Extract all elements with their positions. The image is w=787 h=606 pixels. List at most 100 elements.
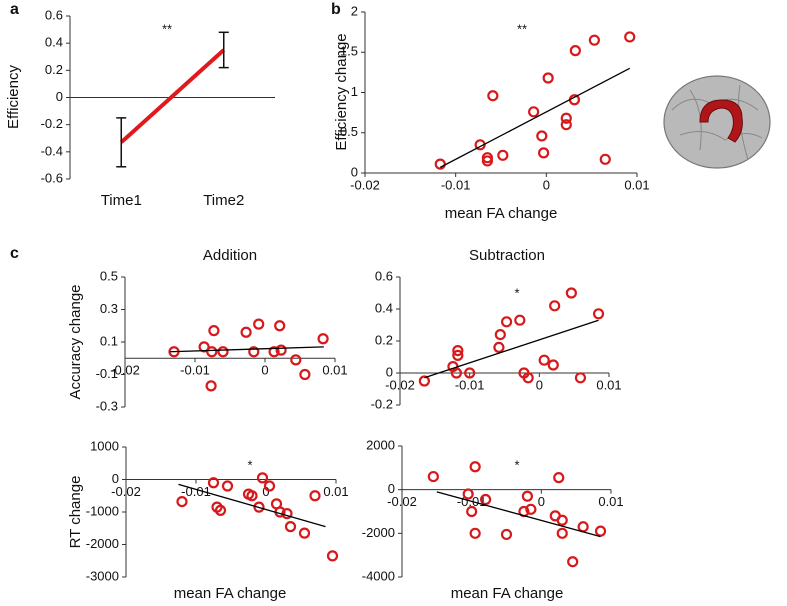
scatter-point — [525, 503, 537, 515]
x-tick-label: Time1 — [101, 192, 142, 209]
scatter-point — [299, 368, 311, 381]
scatter-point — [298, 527, 311, 539]
y-tick-label: 0.5 — [100, 268, 118, 283]
scatter-point — [253, 501, 265, 513]
annotation: ** — [517, 21, 527, 36]
fit-line — [178, 483, 326, 528]
scatter-point — [567, 556, 579, 568]
scatter-point — [624, 31, 636, 43]
scatter-point — [462, 488, 474, 500]
error-bar — [116, 117, 127, 168]
scatter-point — [469, 461, 481, 473]
scatter-point — [450, 367, 463, 379]
y-tick-label: -0.1 — [96, 366, 118, 381]
scatter-point — [487, 90, 499, 102]
y-tick-label: 0.6 — [375, 268, 393, 283]
scatter-point — [217, 346, 229, 358]
scatter-point — [206, 346, 218, 358]
y-tick-label: 0.5 — [340, 124, 358, 139]
y-tick-label: 1000 — [90, 438, 119, 453]
scatter-point — [514, 314, 526, 326]
scatter-point — [521, 490, 534, 502]
x-label: mean FA change — [174, 585, 287, 602]
x-tick-label: -0.01 — [180, 363, 210, 378]
scatter-point — [198, 341, 210, 353]
scatter-point — [253, 318, 265, 330]
scatter-point — [268, 346, 280, 358]
scatter-point — [592, 308, 605, 320]
x-tick-label: 0 — [536, 377, 543, 392]
y-tick-label: 0 — [351, 164, 358, 179]
scatter-point — [427, 470, 439, 483]
x-tick-label: -0.01 — [441, 177, 471, 192]
y-tick-label: 0.6 — [45, 7, 63, 22]
y-axis-label: RT change — [67, 476, 84, 549]
scatter-point — [434, 158, 446, 170]
scatter-point — [538, 354, 550, 366]
x-tick-label: 0.01 — [323, 484, 348, 499]
y-tick-label: 2 — [351, 3, 358, 18]
scatter-point — [553, 472, 565, 484]
scatter-point — [480, 493, 492, 506]
scatter-point — [549, 300, 561, 312]
y-tick-label: -1000 — [86, 503, 119, 518]
scatter-point — [528, 106, 540, 118]
scatter-point — [263, 480, 276, 492]
scatter-point — [317, 333, 329, 345]
x-tick-label: 0 — [543, 177, 550, 192]
x-tick-label: 0.01 — [598, 494, 623, 509]
scatter-point — [569, 45, 581, 57]
y-tick-label: -0.4 — [41, 143, 63, 158]
x-tick-label: -0.02 — [111, 484, 141, 499]
y-tick-label: 0 — [112, 471, 119, 486]
annotation: ** — [162, 21, 172, 36]
scatter-point — [556, 514, 568, 526]
scatter-point — [452, 345, 464, 357]
scatter-point — [221, 480, 234, 492]
scatter-point — [560, 112, 572, 124]
y-tick-label: -3000 — [86, 568, 119, 583]
scatter-point — [538, 147, 550, 159]
scatter-point — [565, 287, 577, 299]
scatter-point — [274, 320, 286, 332]
scatter-point — [309, 490, 321, 502]
scatter-point — [418, 375, 430, 387]
scatter-point — [176, 496, 188, 508]
scatter-point — [242, 488, 255, 500]
annotation: * — [514, 285, 519, 300]
fit-line — [436, 491, 601, 538]
error-bar — [218, 31, 229, 69]
fit-line — [169, 346, 324, 353]
x-tick-label: 0.01 — [596, 377, 621, 392]
y-tick-label: 0 — [386, 364, 393, 379]
title: Addition — [203, 247, 257, 264]
y-tick-label: 2000 — [366, 437, 395, 452]
scatter-point — [214, 504, 227, 516]
y-tick-label: 0.2 — [45, 62, 63, 77]
fit-line — [439, 67, 631, 168]
title: Subtraction — [469, 247, 545, 264]
y-tick-label: 0.4 — [375, 300, 393, 315]
scatter-point — [594, 525, 607, 537]
y-tick-label: -0.3 — [96, 398, 118, 413]
scatter-point — [284, 521, 297, 533]
scatter-point — [466, 505, 478, 518]
x-tick-label: 0 — [261, 363, 268, 378]
scatter-point — [493, 341, 505, 353]
panel-label: b — [331, 1, 341, 18]
y-tick-label: -0.2 — [41, 116, 63, 131]
panel-label: a — [10, 1, 19, 18]
scatter-point — [577, 521, 589, 533]
scatter-point — [560, 119, 572, 131]
y-tick-label: -2000 — [362, 525, 395, 540]
scatter-point — [207, 477, 220, 489]
scatter-point — [494, 329, 506, 341]
scatter-point — [464, 367, 476, 379]
panel-label: c — [10, 245, 19, 262]
fit-line — [424, 319, 599, 379]
scatter-point — [536, 130, 548, 142]
scatter-point — [556, 527, 568, 539]
scatter-point — [599, 153, 611, 165]
scatter-point — [256, 472, 269, 484]
